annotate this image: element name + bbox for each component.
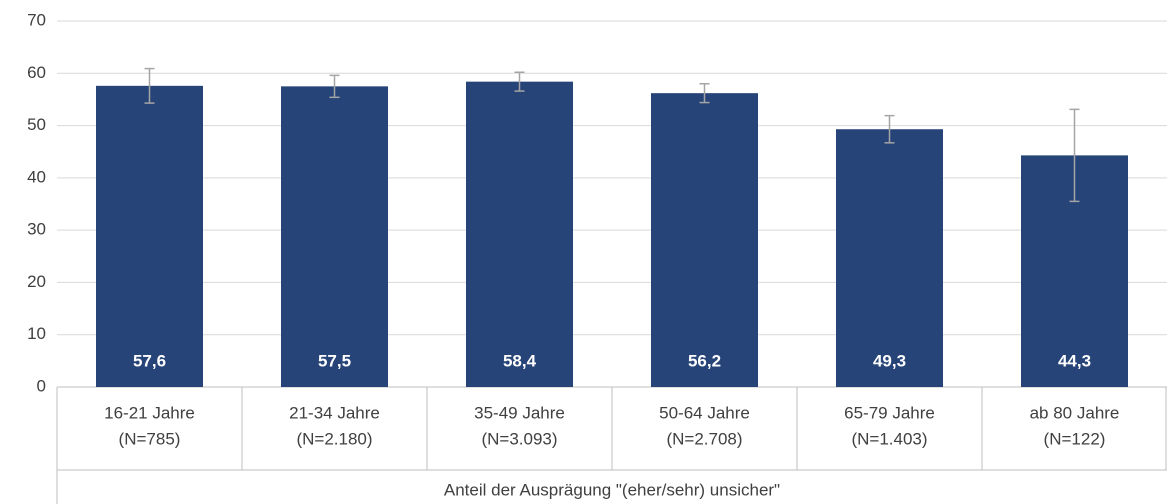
x-tick-label: 50-64 Jahre (659, 403, 750, 422)
x-tick-label: ab 80 Jahre (1030, 403, 1120, 422)
data-label: 58,4 (503, 351, 537, 370)
data-label: 56,2 (688, 351, 721, 370)
error-bar (514, 71, 525, 92)
data-label: 49,3 (873, 351, 906, 370)
x-tick-label: 16-21 Jahre (104, 403, 195, 422)
x-tick-label: (N=122) (1044, 429, 1106, 448)
y-tick-label: 50 (27, 115, 46, 134)
bar (651, 93, 758, 387)
y-tick-label: 20 (27, 272, 46, 291)
x-tick-label: (N=2.180) (296, 429, 372, 448)
error-bar (884, 114, 895, 144)
x-tick-label: 21-34 Jahre (289, 403, 380, 422)
data-label: 57,6 (133, 351, 166, 370)
error-bar (1069, 108, 1080, 203)
error-bar (699, 82, 710, 104)
bar (281, 86, 388, 387)
y-tick-label: 40 (27, 167, 46, 186)
y-tick-label: 60 (27, 63, 46, 82)
data-label: 44,3 (1058, 351, 1091, 370)
x-tick-label: (N=785) (119, 429, 181, 448)
error-bar (329, 74, 340, 99)
error-bar (144, 67, 155, 104)
x-tick-label: (N=3.093) (481, 429, 557, 448)
x-tick-label: 65-79 Jahre (844, 403, 935, 422)
x-tick-label: 35-49 Jahre (474, 403, 565, 422)
x-tick-label: (N=2.708) (666, 429, 742, 448)
bar (466, 81, 573, 387)
y-tick-label: 0 (37, 376, 46, 395)
y-tick-label: 10 (27, 324, 46, 343)
data-label: 57,5 (318, 351, 351, 370)
y-tick-label: 70 (27, 10, 46, 29)
x-axis-label: Anteil der Ausprägung "(eher/sehr) unsic… (444, 480, 780, 499)
x-tick-label: (N=1.403) (851, 429, 927, 448)
bar (96, 85, 203, 387)
bar (836, 129, 943, 387)
y-tick-label: 30 (27, 220, 46, 239)
